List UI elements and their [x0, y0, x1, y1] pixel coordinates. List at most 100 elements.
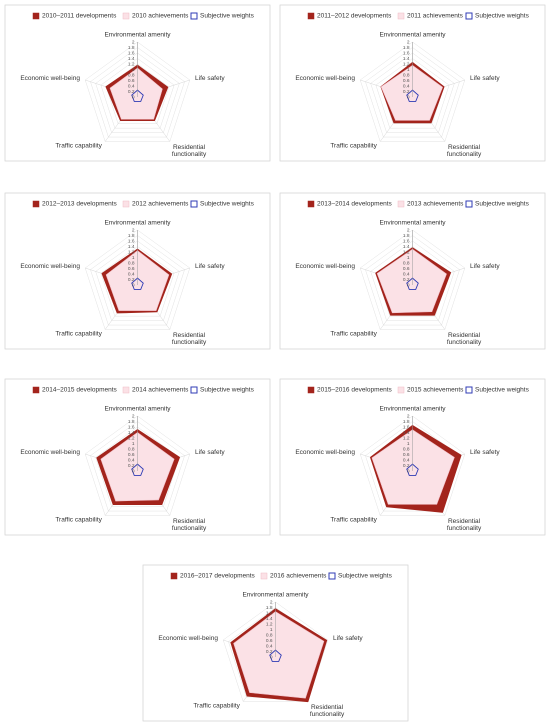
- legend-swatch: [307, 12, 315, 20]
- r-tick-label: 0.6: [128, 452, 135, 458]
- legend-swatch: [465, 12, 473, 20]
- r-tick-label: 1.6: [403, 424, 410, 430]
- weight-outline: [269, 649, 282, 662]
- r-tick-label: 1: [407, 441, 410, 447]
- radar-panel: 00.20.40.60.811.21.41.61.82Environmental…: [142, 564, 409, 722]
- weight-outline: [406, 277, 419, 290]
- legend-label: Subjective weights: [200, 13, 255, 20]
- category-label: Environmental amenity: [104, 220, 171, 227]
- category-label: Economic well-being: [20, 263, 80, 270]
- r-tick-label: 1.4: [403, 56, 410, 62]
- legend-swatch: [260, 572, 268, 580]
- r-tick-label: 1: [132, 67, 135, 73]
- category-label: Traffic capability: [330, 143, 377, 150]
- legend-swatch: [32, 200, 40, 208]
- achievement-area: [109, 67, 163, 120]
- category-label: Environmental amenity: [104, 406, 171, 413]
- r-tick-label: 1.2: [128, 249, 135, 255]
- grid-ring: [84, 415, 191, 516]
- legend-swatch: [465, 200, 473, 208]
- category-label: Environmental amenity: [104, 32, 171, 39]
- category-label: Life safety: [470, 449, 500, 456]
- r-tick-label: 1.8: [403, 233, 410, 239]
- achievement-area: [376, 248, 447, 314]
- legend-label: Subjective weights: [200, 387, 255, 394]
- r-tick-label: 1.4: [403, 244, 410, 250]
- r-tick-label: 0: [407, 282, 410, 288]
- r-tick-label: 0.2: [403, 277, 410, 283]
- r-tick-label: 0.4: [128, 457, 135, 463]
- category-label-box: Residential functionality: [171, 143, 207, 159]
- r-tick-label: 0.2: [128, 463, 135, 469]
- grid-ring: [365, 235, 460, 326]
- r-tick-label: 0: [270, 654, 273, 660]
- grid-ring: [100, 246, 175, 317]
- category-label: Traffic capability: [330, 517, 377, 524]
- category-label-box: Residential functionality: [309, 703, 345, 719]
- r-tick-label: 1: [270, 627, 273, 633]
- weight-outline: [131, 463, 144, 476]
- r-tick-label: 0.8: [403, 446, 410, 452]
- category-label: Residential functionality: [309, 703, 345, 719]
- r-tick-label: 0.2: [403, 89, 410, 95]
- legend-swatch: [465, 386, 473, 394]
- grid-ring: [84, 41, 191, 142]
- r-tick-label: 2: [132, 39, 135, 45]
- legend-label: 2010–2011 developments: [42, 13, 117, 20]
- legend-swatch: [122, 12, 130, 20]
- r-tick-label: 0.2: [128, 277, 135, 283]
- legend-label: 2016–2017 developments: [180, 573, 256, 580]
- achievement-area: [233, 611, 325, 699]
- category-label: Traffic capability: [55, 517, 102, 524]
- legend-label: Subjective weights: [338, 573, 393, 580]
- legend-label: 2011 achievements: [407, 13, 464, 20]
- category-label-box: Residential functionality: [171, 517, 207, 533]
- category-label: Economic well-being: [295, 75, 355, 82]
- category-label: Residential functionality: [171, 143, 207, 159]
- grid-ring: [100, 58, 175, 129]
- r-tick-label: 1: [132, 441, 135, 447]
- achievement-area: [371, 429, 455, 505]
- legend-label: 2015–2016 developments: [317, 387, 393, 394]
- weight-outline: [406, 89, 419, 102]
- r-tick-label: 0.8: [266, 632, 273, 638]
- r-tick-label: 0.2: [128, 89, 135, 95]
- legend-label: Subjective weights: [475, 201, 530, 208]
- r-tick-label: 0.6: [403, 78, 410, 84]
- category-label: Traffic capability: [193, 703, 240, 710]
- category-label: Residential functionality: [171, 517, 207, 533]
- legend-label: 2016 achievements: [270, 573, 327, 580]
- r-tick-label: 1.8: [128, 419, 135, 425]
- legend-label: Subjective weights: [475, 13, 530, 20]
- legend-swatch: [328, 572, 336, 580]
- r-tick-label: 0.4: [403, 457, 410, 463]
- category-label-box: Residential functionality: [447, 144, 481, 159]
- grid-ring: [370, 240, 455, 321]
- r-tick-label: 0.4: [128, 83, 135, 89]
- grid-ring: [370, 52, 455, 133]
- category-label: Life safety: [195, 449, 225, 456]
- r-tick-label: 0.6: [266, 638, 273, 644]
- r-tick-label: 1.4: [128, 56, 135, 62]
- r-tick-label: 1.8: [266, 605, 273, 611]
- category-label: Life safety: [333, 635, 363, 642]
- r-tick-label: 0.8: [128, 72, 135, 78]
- r-tick-label: 1.6: [128, 238, 135, 244]
- category-label: Economic well-being: [295, 449, 355, 456]
- legend-label: 2014–2015 developments: [42, 387, 118, 394]
- legend-label: 2014 achievements: [132, 387, 189, 394]
- legend-swatch: [122, 386, 130, 394]
- r-tick-label: 1.6: [403, 50, 410, 56]
- r-tick-label: 0.6: [403, 266, 410, 272]
- r-tick-label: 1.2: [128, 61, 135, 67]
- r-tick-label: 0: [132, 468, 135, 474]
- radar-panel: 00.20.40.60.811.21.41.61.82Environmental…: [4, 378, 271, 536]
- r-tick-label: 2: [132, 227, 135, 233]
- category-label: Traffic capability: [330, 331, 377, 338]
- r-tick-label: 0.8: [128, 446, 135, 452]
- r-tick-label: 0.6: [403, 452, 410, 458]
- category-label: Traffic capability: [55, 143, 102, 150]
- legend-label: Subjective weights: [475, 387, 530, 394]
- grid-ring: [359, 41, 466, 142]
- r-tick-label: 1.6: [128, 50, 135, 56]
